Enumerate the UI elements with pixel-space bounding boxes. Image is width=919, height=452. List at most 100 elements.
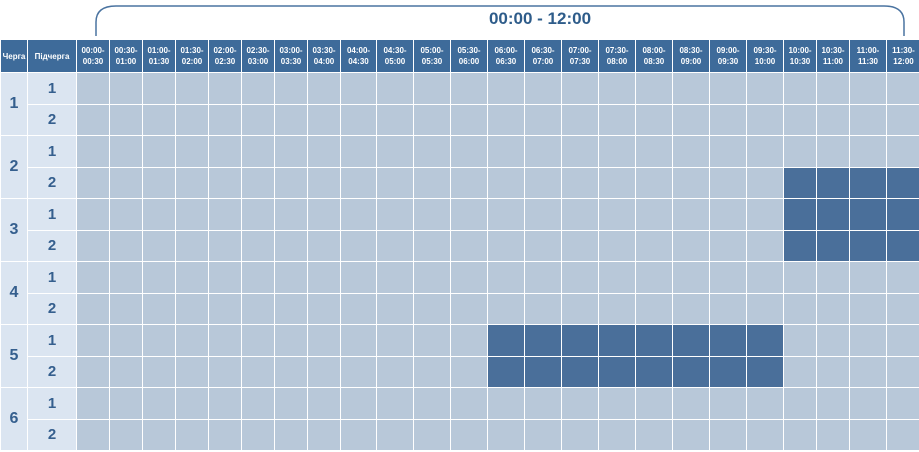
power-on-cell bbox=[76, 261, 110, 294]
subqueue-number: 1 bbox=[27, 387, 77, 420]
power-on-cell bbox=[524, 103, 562, 136]
power-on-cell bbox=[175, 198, 209, 231]
power-on-cell bbox=[561, 103, 599, 136]
power-on-cell bbox=[76, 103, 110, 136]
power-on-cell bbox=[307, 135, 341, 168]
power-on-cell bbox=[672, 387, 710, 420]
time-slot-header: 11:30-12:00 bbox=[886, 39, 919, 73]
power-on-cell bbox=[635, 198, 673, 231]
power-on-cell bbox=[376, 324, 414, 357]
power-on-cell bbox=[413, 103, 451, 136]
power-on-cell bbox=[142, 418, 176, 451]
power-on-cell bbox=[524, 229, 562, 262]
power-on-cell bbox=[175, 103, 209, 136]
power-on-cell bbox=[376, 72, 414, 105]
time-slot-header: 06:30-07:00 bbox=[524, 39, 562, 73]
power-on-cell bbox=[524, 72, 562, 105]
power-on-cell bbox=[175, 229, 209, 262]
power-on-cell bbox=[709, 72, 747, 105]
power-on-cell bbox=[561, 261, 599, 294]
subqueue-number: 2 bbox=[27, 229, 77, 262]
power-on-cell bbox=[274, 135, 308, 168]
power-on-cell bbox=[274, 355, 308, 388]
power-on-cell bbox=[561, 198, 599, 231]
power-on-cell bbox=[307, 387, 341, 420]
power-on-cell bbox=[241, 261, 275, 294]
time-slot-header: 05:00-05:30 bbox=[413, 39, 451, 73]
power-on-cell bbox=[413, 387, 451, 420]
power-on-cell bbox=[340, 355, 377, 388]
power-on-cell bbox=[709, 418, 747, 451]
power-on-cell bbox=[635, 387, 673, 420]
power-on-cell bbox=[109, 292, 143, 325]
power-on-cell bbox=[175, 135, 209, 168]
power-on-cell bbox=[598, 103, 636, 136]
power-on-cell bbox=[672, 198, 710, 231]
power-on-cell bbox=[886, 387, 919, 420]
power-on-cell bbox=[672, 229, 710, 262]
power-on-cell bbox=[450, 229, 488, 262]
power-on-cell bbox=[709, 229, 747, 262]
power-on-cell bbox=[340, 103, 377, 136]
power-on-cell bbox=[450, 72, 488, 105]
schedule-row: 2 bbox=[1, 229, 919, 262]
power-on-cell bbox=[783, 72, 817, 105]
outage-cell bbox=[849, 229, 887, 262]
outage-cell bbox=[635, 355, 673, 388]
power-on-cell bbox=[561, 166, 599, 199]
power-on-cell bbox=[175, 261, 209, 294]
power-on-cell bbox=[274, 72, 308, 105]
power-on-cell bbox=[746, 72, 784, 105]
power-on-cell bbox=[76, 292, 110, 325]
power-on-cell bbox=[274, 418, 308, 451]
power-on-cell bbox=[746, 418, 784, 451]
time-slot-header: 10:00-10:30 bbox=[783, 39, 817, 73]
time-slot-header: 01:30-02:00 bbox=[175, 39, 209, 73]
subqueue-number: 2 bbox=[27, 166, 77, 199]
power-on-cell bbox=[208, 418, 242, 451]
power-on-cell bbox=[849, 418, 887, 451]
power-on-cell bbox=[340, 324, 377, 357]
power-on-cell bbox=[208, 103, 242, 136]
queue-number: 2 bbox=[0, 135, 28, 199]
power-on-cell bbox=[487, 72, 525, 105]
power-on-cell bbox=[109, 198, 143, 231]
outage-cell bbox=[487, 355, 525, 388]
power-on-cell bbox=[376, 103, 414, 136]
power-on-cell bbox=[487, 135, 525, 168]
power-on-cell bbox=[413, 166, 451, 199]
power-on-cell bbox=[142, 355, 176, 388]
power-on-cell bbox=[635, 166, 673, 199]
power-on-cell bbox=[208, 292, 242, 325]
outage-cell bbox=[746, 355, 784, 388]
power-on-cell bbox=[208, 324, 242, 357]
header-row: Черга Підчерга 00:00-00:30 00:30-01:00 01:… bbox=[0, 39, 919, 73]
power-on-cell bbox=[487, 166, 525, 199]
power-on-cell bbox=[635, 229, 673, 262]
power-on-cell bbox=[142, 261, 176, 294]
outage-cell bbox=[524, 355, 562, 388]
power-on-cell bbox=[746, 198, 784, 231]
outage-cell bbox=[886, 229, 919, 262]
power-on-cell bbox=[816, 72, 850, 105]
power-on-cell bbox=[307, 418, 341, 451]
power-on-cell bbox=[76, 418, 110, 451]
time-slot-header: 09:00-09:30 bbox=[709, 39, 747, 73]
power-on-cell bbox=[783, 355, 817, 388]
outage-cell bbox=[635, 324, 673, 357]
power-on-cell bbox=[598, 387, 636, 420]
outage-cell bbox=[598, 355, 636, 388]
period-title: 00:00 - 12:00 bbox=[488, 9, 592, 28]
outage-cell bbox=[816, 229, 850, 262]
power-on-cell bbox=[340, 198, 377, 231]
power-on-cell bbox=[672, 135, 710, 168]
power-on-cell bbox=[746, 103, 784, 136]
queue-number: 3 bbox=[0, 198, 28, 262]
power-on-cell bbox=[307, 198, 341, 231]
power-on-cell bbox=[274, 387, 308, 420]
outage-cell bbox=[783, 166, 817, 199]
power-on-cell bbox=[376, 229, 414, 262]
power-on-cell bbox=[709, 166, 747, 199]
queue-column-header: Черга bbox=[0, 39, 28, 73]
